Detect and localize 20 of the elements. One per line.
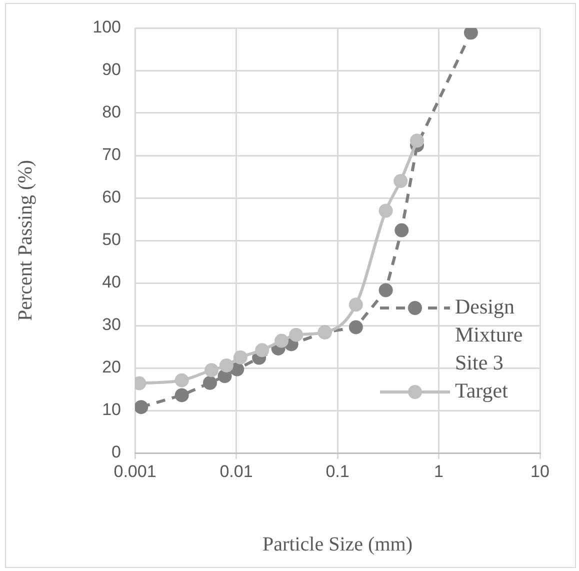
y-tick-label: 80 xyxy=(102,102,121,122)
x-axis-title: Particle Size (mm) xyxy=(262,533,412,556)
y-tick-label: 30 xyxy=(102,315,121,334)
y-tick-label: 50 xyxy=(102,230,121,250)
x-tick-label: 0.1 xyxy=(326,462,350,481)
y-axis-title: Percent Passing (%) xyxy=(14,160,36,322)
x-tick-label: 1 xyxy=(434,462,444,481)
y-tick-label: 0 xyxy=(112,442,121,462)
y-tick-label: 70 xyxy=(102,145,121,164)
legend-label: Target xyxy=(455,378,508,403)
y-tick-label: 10 xyxy=(102,400,121,420)
y-tick-label: 20 xyxy=(102,358,121,377)
y-tick-label: 40 xyxy=(102,272,121,292)
y-tick-label: 60 xyxy=(102,188,121,207)
y-tick-label: 100 xyxy=(92,18,121,37)
y-tick-label: 90 xyxy=(102,60,121,80)
x-tick-label: 0.001 xyxy=(114,462,156,481)
x-tick-label: 10 xyxy=(530,462,550,481)
x-tick-label: 0.01 xyxy=(220,462,253,481)
legend-label: Design Mixture Site 3 xyxy=(455,294,523,375)
